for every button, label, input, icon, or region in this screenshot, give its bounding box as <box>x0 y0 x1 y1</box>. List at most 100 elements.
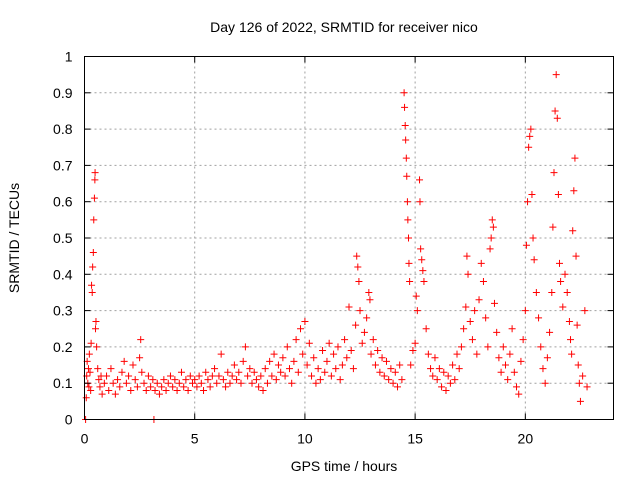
data-point <box>103 372 111 380</box>
data-point <box>521 307 529 315</box>
data-point <box>193 383 201 391</box>
data-point <box>160 376 168 384</box>
y-tick-label: 0.4 <box>53 266 73 282</box>
data-point <box>109 379 117 387</box>
data-point <box>274 361 282 369</box>
data-point <box>321 368 329 376</box>
data-point <box>177 368 185 376</box>
data-point <box>230 361 238 369</box>
data-point <box>515 390 523 398</box>
data-point <box>208 372 216 380</box>
data-point <box>84 365 92 373</box>
data-point <box>529 234 537 242</box>
data-points-layer <box>82 71 591 423</box>
data-point <box>92 317 100 325</box>
data-point <box>419 267 427 275</box>
y-tick-label: 0.1 <box>53 375 73 391</box>
data-point <box>475 296 483 304</box>
data-point <box>424 350 432 358</box>
data-point <box>468 336 476 344</box>
data-point <box>402 154 410 162</box>
data-point <box>87 386 95 394</box>
data-point <box>569 227 577 235</box>
data-point <box>171 376 179 384</box>
data-point <box>224 368 232 376</box>
data-point <box>366 296 374 304</box>
data-point <box>513 383 521 391</box>
data-point <box>522 241 530 249</box>
data-point <box>90 216 98 224</box>
data-point <box>195 372 203 380</box>
data-point <box>213 379 221 387</box>
data-point <box>557 278 565 286</box>
axis-ticks-layer: 0 5 10 15 20 0 0.1 0.2 0.3 0.4 0.5 0.6 0.7 0.8 0.9 1 <box>53 49 614 447</box>
data-point <box>255 383 263 391</box>
data-point <box>250 368 258 376</box>
data-point <box>244 372 252 380</box>
data-point <box>235 368 243 376</box>
data-point <box>316 376 324 384</box>
data-point <box>517 357 525 365</box>
data-point <box>341 336 349 344</box>
x-tick-label: 15 <box>407 431 423 447</box>
data-point <box>347 347 355 355</box>
data-point <box>241 343 249 351</box>
data-point <box>581 307 589 315</box>
data-point <box>546 328 554 336</box>
data-point <box>144 372 152 380</box>
data-point <box>554 190 562 198</box>
data-point <box>374 347 382 355</box>
data-point <box>435 365 443 373</box>
data-point <box>497 368 505 376</box>
y-axis-label: SRMTID / TECUs <box>6 183 22 293</box>
data-point <box>85 350 93 358</box>
data-point <box>127 386 135 394</box>
data-point <box>482 314 490 322</box>
data-point <box>572 252 580 260</box>
data-point <box>411 339 419 347</box>
data-point <box>305 339 313 347</box>
data-point <box>222 383 230 391</box>
data-point <box>191 376 199 384</box>
data-point <box>182 376 190 384</box>
data-point <box>484 343 492 351</box>
data-point <box>369 336 377 344</box>
data-point <box>524 198 532 206</box>
y-tick-label: 1 <box>65 49 73 65</box>
data-point <box>248 379 256 387</box>
data-point <box>442 386 450 394</box>
data-point <box>215 372 223 380</box>
data-point <box>549 223 557 231</box>
data-point <box>493 328 501 336</box>
data-point <box>354 263 362 271</box>
data-point <box>471 307 479 315</box>
y-tick-label: 0.9 <box>53 85 73 101</box>
data-point <box>147 383 155 391</box>
y-tick-label: 0.8 <box>53 121 73 137</box>
data-point <box>530 256 538 264</box>
data-point <box>358 339 366 347</box>
data-point <box>200 386 208 394</box>
data-point <box>519 336 527 344</box>
data-point <box>91 176 99 184</box>
data-point <box>488 216 496 224</box>
data-point <box>559 303 567 311</box>
data-point <box>292 336 300 344</box>
data-point <box>363 314 371 322</box>
data-point <box>389 379 397 387</box>
data-point <box>406 278 414 286</box>
data-point <box>85 383 93 391</box>
data-point <box>319 347 327 355</box>
data-point <box>396 361 404 369</box>
data-point <box>551 107 559 115</box>
data-point <box>312 379 320 387</box>
data-point <box>409 347 417 355</box>
data-point <box>277 368 285 376</box>
data-point <box>189 379 197 387</box>
data-point <box>226 379 234 387</box>
data-point <box>543 354 551 362</box>
data-point <box>186 372 194 380</box>
data-point <box>382 357 390 365</box>
data-point <box>173 386 181 394</box>
data-point <box>420 278 428 286</box>
